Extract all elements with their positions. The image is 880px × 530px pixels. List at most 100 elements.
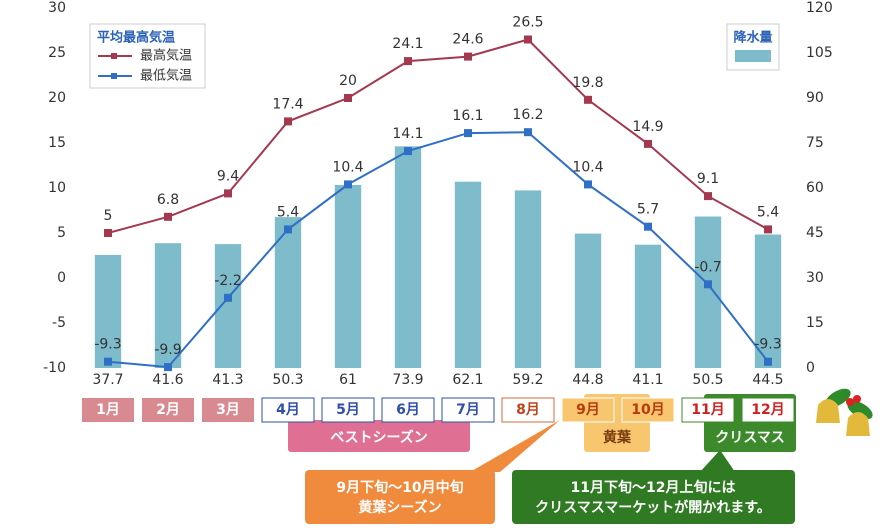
value-label: 44.8 (572, 372, 603, 388)
point (224, 293, 232, 302)
month-box (82, 398, 134, 422)
month-box (381, 397, 435, 423)
y2-tick-label: 105 (806, 45, 833, 61)
month-box (501, 397, 555, 423)
callout-text: 黄葉シーズン (358, 499, 441, 516)
month-box (621, 397, 675, 423)
point (344, 94, 352, 102)
point (524, 128, 532, 137)
legend-box (89, 23, 206, 89)
point (524, 35, 532, 44)
bar (214, 244, 242, 368)
value-label: 41.1 (632, 372, 663, 388)
point (104, 229, 112, 237)
season-label: ベストシーズン (330, 429, 428, 446)
value-label: 5.7 (637, 202, 659, 218)
legend-label: 降水量 (733, 30, 772, 46)
legend-label: 最高気温 (140, 48, 192, 64)
point (704, 280, 712, 289)
point (464, 129, 472, 138)
point (284, 117, 292, 126)
bar (94, 254, 122, 368)
value-label: 10.4 (572, 159, 603, 175)
value-label: 44.5 (752, 372, 783, 388)
bar (274, 217, 302, 368)
x-tick-label: 6月 (396, 402, 420, 418)
legend-marker (111, 53, 117, 59)
bar (154, 243, 182, 368)
y-tick-label: 10 (48, 180, 66, 196)
value-label: 24.6 (452, 32, 483, 48)
value-label: -2.2 (214, 273, 241, 289)
value-label: 26.5 (512, 15, 543, 31)
bar (694, 216, 722, 368)
value-label: 17.4 (272, 96, 303, 112)
value-label: 19.8 (572, 75, 603, 91)
x-tick-label: 9月 (576, 402, 600, 418)
bar (514, 190, 542, 368)
season-label: 黄葉 (603, 429, 632, 446)
point (644, 139, 652, 148)
value-label: 9.4 (217, 168, 239, 184)
value-label: 41.6 (152, 372, 183, 388)
callout-text: 11月下旬～12月上旬には (571, 479, 736, 496)
callout-box (305, 470, 495, 524)
value-label: 9.1 (697, 171, 719, 187)
value-label: 16.2 (512, 107, 543, 123)
value-label: 62.1 (452, 372, 483, 388)
month-box (561, 397, 615, 423)
y-tick-label: -10 (43, 360, 66, 376)
value-label: 41.3 (212, 372, 243, 388)
x-tick-label: 5月 (336, 402, 360, 418)
x-tick-label: 11月 (691, 402, 724, 418)
y-tick-label: 25 (48, 45, 66, 61)
value-label: 5 (104, 208, 113, 224)
bar (394, 146, 422, 368)
value-label: 20 (339, 73, 357, 89)
x-tick-label: 8月 (516, 402, 540, 418)
line (107, 38, 769, 234)
y2-tick-label: 30 (806, 270, 824, 286)
callout-text: クリスマスマーケットが開かれます。 (535, 499, 771, 516)
y-tick-label: 20 (48, 90, 66, 106)
x-tick-label: 4月 (276, 402, 300, 418)
y2-tick-label: 15 (806, 315, 824, 331)
bar (574, 233, 602, 368)
month-box (441, 397, 495, 423)
legend-title: 平均最高気温 (97, 30, 175, 46)
point (104, 357, 112, 366)
value-label: -9.3 (94, 337, 121, 353)
line (107, 131, 769, 369)
legend-swatch (735, 50, 771, 62)
value-label: 5.4 (277, 204, 299, 220)
month-box (202, 398, 254, 422)
point (584, 95, 592, 104)
point (224, 189, 232, 198)
value-label: 6.8 (157, 192, 179, 208)
month-box (741, 397, 795, 423)
legend-label: 最低気温 (140, 68, 192, 84)
value-label: 59.2 (512, 372, 543, 388)
y2-tick-label: 45 (806, 225, 824, 241)
bar (754, 234, 782, 368)
value-label: -9.3 (754, 337, 781, 353)
point (764, 225, 772, 234)
y2-tick-label: 75 (806, 135, 824, 151)
y-tick-label: 5 (57, 225, 66, 241)
value-label: -9.9 (154, 342, 181, 358)
value-label: 5.4 (757, 204, 779, 220)
y-tick-label: 30 (48, 0, 66, 16)
y-tick-label: 15 (48, 135, 66, 151)
value-label: 50.3 (272, 372, 303, 388)
point (584, 180, 592, 189)
callout-text: 9月下旬～10月中旬 (336, 479, 463, 496)
y2-tick-label: 60 (806, 180, 824, 196)
callout-pointer (470, 420, 560, 472)
y2-tick-label: 120 (806, 0, 833, 16)
legend-marker (111, 73, 117, 79)
y2-tick-label: 90 (806, 90, 824, 106)
value-label: 14.1 (392, 126, 423, 142)
value-label: 10.4 (332, 159, 363, 175)
month-box (681, 397, 735, 423)
